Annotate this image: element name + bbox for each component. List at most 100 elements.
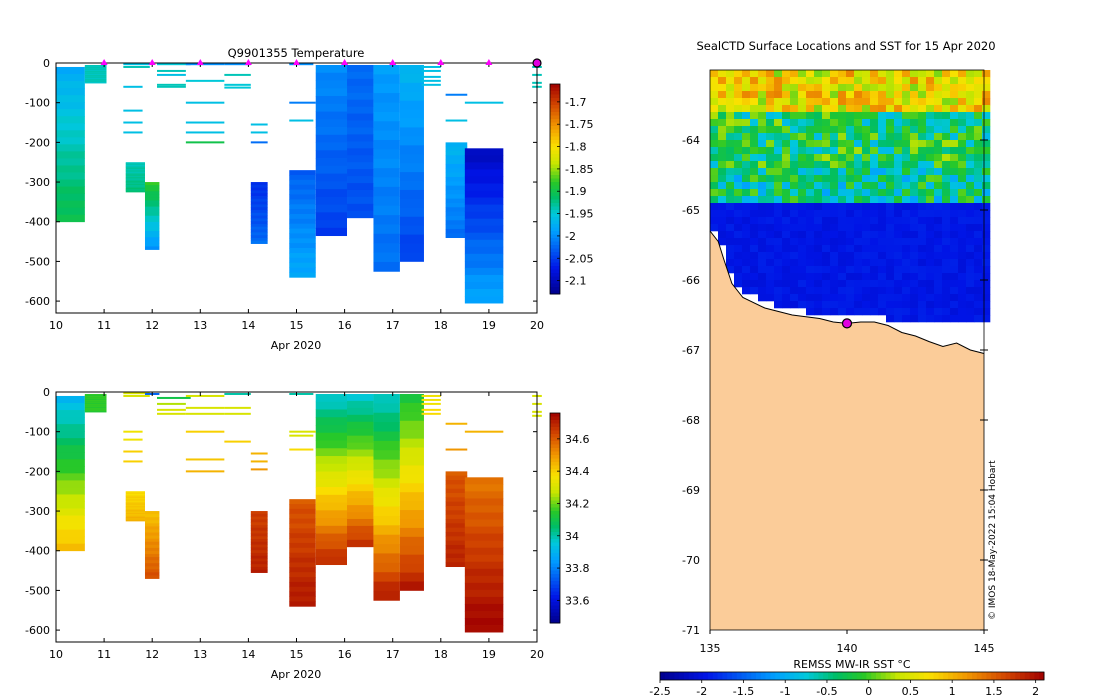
sst-cell xyxy=(878,210,887,218)
colorbar-cell xyxy=(550,245,560,249)
sparse-depth-sample xyxy=(445,119,468,122)
sst-cell xyxy=(886,245,895,253)
profile-band xyxy=(144,243,160,247)
sst-cell xyxy=(918,238,927,246)
profile-band xyxy=(373,140,400,150)
sst-cell xyxy=(870,140,879,148)
sst-cell xyxy=(814,175,823,183)
x-tick-label: 15 xyxy=(290,648,304,661)
profile-column xyxy=(445,471,468,568)
sst-cell xyxy=(918,161,927,169)
profile-band xyxy=(373,205,400,216)
profile-band xyxy=(373,111,400,122)
sst-cell xyxy=(742,154,751,162)
profile-band xyxy=(315,556,348,566)
sst-cell xyxy=(846,91,855,99)
sst-cell xyxy=(950,140,959,148)
salinity-panel: 10 11 12 13 14 15 16 17 18 19 200-100-200-300-400-… xyxy=(25,386,589,681)
profile-band xyxy=(445,527,468,533)
sst-cell xyxy=(846,140,855,148)
sst-cell xyxy=(822,217,831,225)
profile-band xyxy=(144,246,160,250)
sst-cell xyxy=(910,210,919,218)
sst-cell xyxy=(830,161,839,169)
profile-band xyxy=(144,557,160,561)
sst-cell xyxy=(846,70,855,78)
sst-cell xyxy=(966,133,975,141)
sst-cell xyxy=(758,280,767,288)
sst-cell xyxy=(934,273,943,281)
sst-cell xyxy=(798,238,807,246)
sst-cell xyxy=(902,105,911,113)
y-tick-label: -500 xyxy=(25,584,50,597)
sst-cell xyxy=(918,196,927,204)
sst-cell xyxy=(798,84,807,92)
sst-cell xyxy=(726,147,735,155)
sst-cell xyxy=(822,182,831,190)
sst-cell xyxy=(942,196,951,204)
profile-band xyxy=(399,189,424,200)
y-tick-label: -67 xyxy=(682,344,700,357)
profile-band xyxy=(125,178,145,181)
y-tick-label: -600 xyxy=(25,295,50,308)
profile-band xyxy=(373,102,400,113)
profile-band xyxy=(373,121,400,132)
profile-band xyxy=(250,569,268,573)
profile-band xyxy=(445,553,468,559)
salinity-profiles xyxy=(56,392,542,633)
sst-cell xyxy=(742,196,751,204)
colorbar-cell xyxy=(550,598,560,603)
profile-band xyxy=(445,480,468,485)
colorbar-cell xyxy=(550,591,560,596)
profile-band xyxy=(464,512,504,520)
sst-cell xyxy=(870,154,879,162)
profile-band xyxy=(464,246,504,255)
sst-cell xyxy=(830,84,839,92)
sst-cell xyxy=(950,294,959,302)
sst-cell xyxy=(774,224,783,232)
sst-cell xyxy=(798,91,807,99)
sst-cell xyxy=(958,280,967,288)
sst-cell xyxy=(838,266,847,274)
sst-cell xyxy=(782,147,791,155)
sparse-depth-sample xyxy=(250,452,268,455)
y-tick-label: 0 xyxy=(43,57,50,70)
sst-cell xyxy=(894,252,903,260)
profile-band xyxy=(144,234,160,238)
sst-cell xyxy=(902,161,911,169)
sst-cell xyxy=(806,161,815,169)
sst-cell xyxy=(902,259,911,267)
profile-band xyxy=(125,186,145,189)
sst-cell xyxy=(846,231,855,239)
profile-band xyxy=(250,210,268,214)
sst-cell xyxy=(726,168,735,176)
sst-cell xyxy=(782,196,791,204)
x-tick-label: 135 xyxy=(700,642,721,655)
profile-band xyxy=(289,223,316,229)
profile-band xyxy=(56,137,85,145)
profile-band xyxy=(347,421,374,430)
sst-cell xyxy=(878,217,887,225)
profile-band xyxy=(144,538,160,543)
sst-cell xyxy=(870,301,879,309)
sst-cell xyxy=(862,133,871,141)
sst-cell xyxy=(806,259,815,267)
sst-cell xyxy=(750,189,759,197)
sst-cell xyxy=(878,308,887,316)
sst-cell xyxy=(822,112,831,120)
profile-band xyxy=(399,234,424,244)
x-tick-label: 11 xyxy=(97,648,111,661)
sst-cell xyxy=(726,245,735,253)
profile-band xyxy=(144,209,160,214)
profile-band xyxy=(464,289,504,297)
profile-band xyxy=(399,420,424,431)
sst-cell xyxy=(894,126,903,134)
sst-cell xyxy=(918,189,927,197)
sst-cell xyxy=(934,245,943,253)
sst-cell xyxy=(918,308,927,316)
sst-cell xyxy=(758,168,767,176)
sst-cell xyxy=(870,210,879,218)
sst-cell xyxy=(782,266,791,274)
profile-band xyxy=(445,518,468,524)
profile-band xyxy=(347,203,374,212)
